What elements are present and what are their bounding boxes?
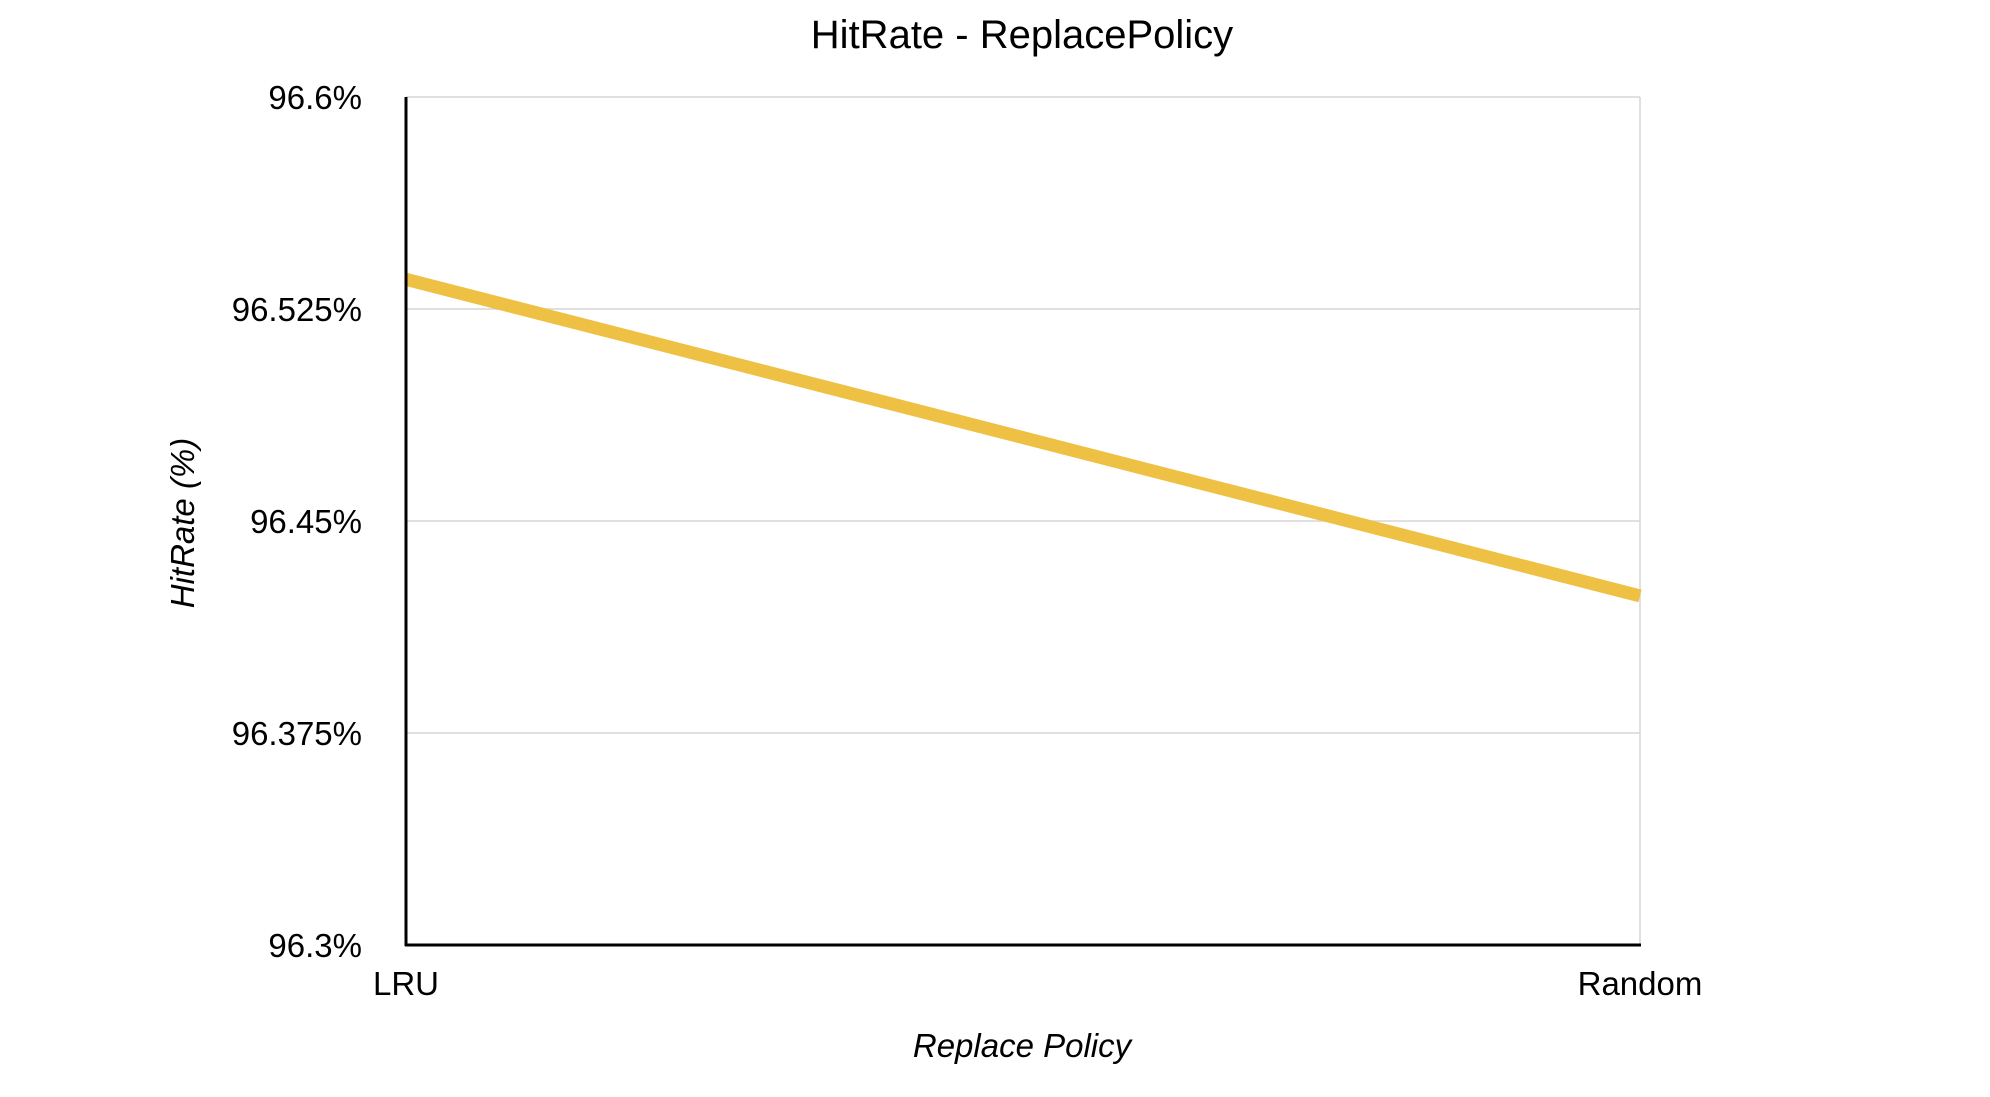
series-layer — [404, 273, 1642, 603]
x-tick-labels: LRU Random — [373, 965, 1702, 1002]
y-tick-label: 96.375% — [232, 715, 362, 752]
y-tick-label: 96.525% — [232, 291, 362, 328]
y-axis-label: HitRate (%) — [164, 438, 201, 609]
x-tick-label: LRU — [373, 965, 439, 1002]
x-tick-label: Random — [1578, 965, 1703, 1002]
x-axis-label: Replace Policy — [913, 1027, 1134, 1064]
chart-title: HitRate - ReplacePolicy — [811, 13, 1233, 57]
gridlines — [406, 96, 1641, 945]
y-tick-label: 96.6% — [268, 79, 362, 116]
axes — [404, 97, 1641, 947]
y-tick-label: 96.45% — [250, 503, 362, 540]
series-line — [404, 273, 1642, 603]
y-tick-label: 96.3% — [268, 927, 362, 964]
y-tick-labels: 96.3% 96.375% 96.45% 96.525% 96.6% — [232, 79, 362, 964]
